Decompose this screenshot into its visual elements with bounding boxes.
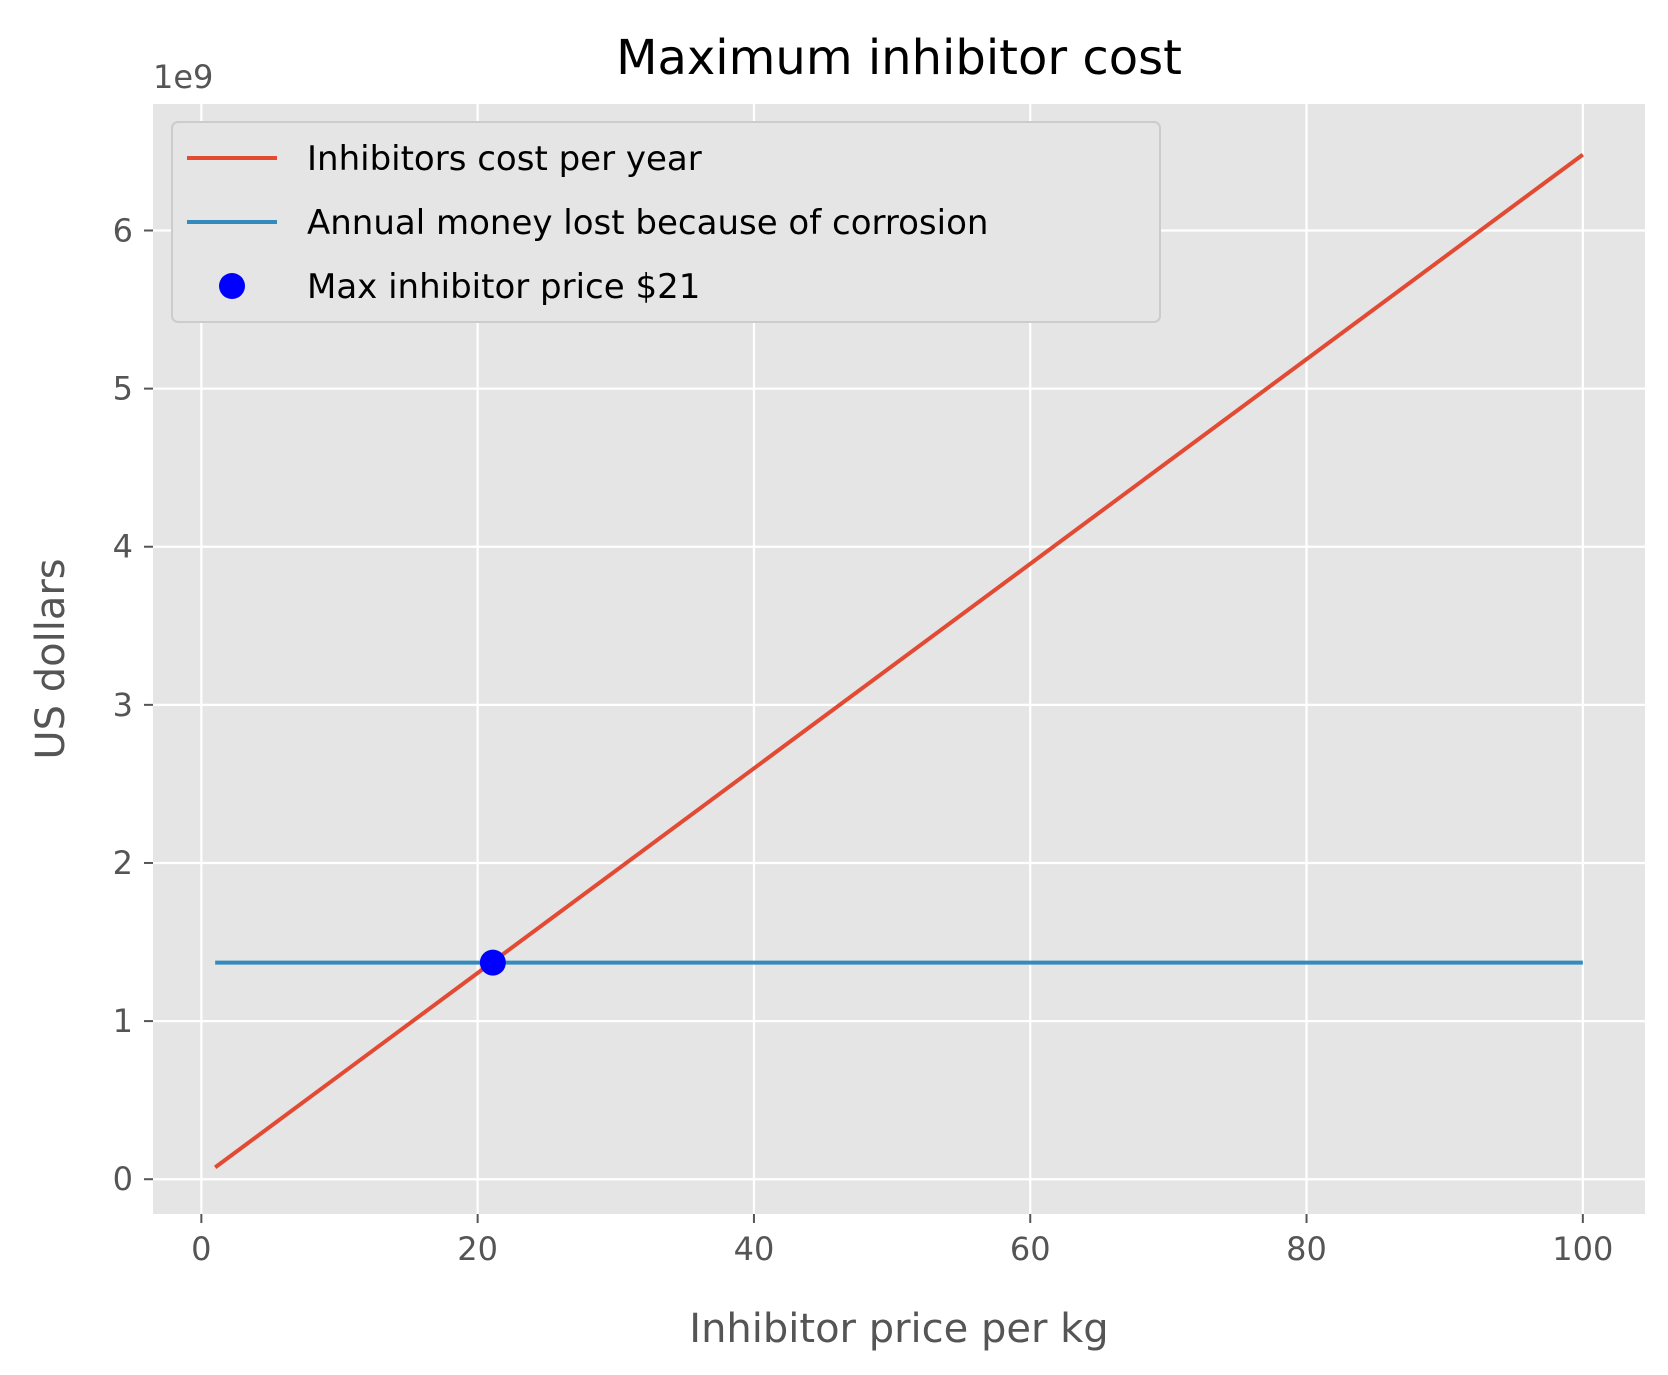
legend-point-marker xyxy=(219,273,245,299)
y-axis-label: US dollars xyxy=(28,558,74,759)
y-tick-label: 0 xyxy=(113,1160,133,1198)
y-axis-offset-label: 1e9 xyxy=(153,58,213,96)
axis-ticks: 0 20 40 60 80 100 0 1 2 3 4 5 6 xyxy=(113,211,1614,1268)
x-tick-label: 20 xyxy=(457,1230,498,1268)
legend: Inhibitors cost per year Annual money los… xyxy=(171,121,1161,323)
x-axis-label: Inhibitor price per kg xyxy=(689,1306,1108,1352)
x-tick-label: 100 xyxy=(1552,1230,1613,1268)
data-point xyxy=(479,949,506,976)
legend-entry-label: Annual money lost because of corrosion xyxy=(307,203,988,243)
legend-entry-label: Max inhibitor price $21 xyxy=(307,267,700,307)
y-tick-label: 3 xyxy=(113,686,133,724)
y-tick-label: 4 xyxy=(113,528,133,566)
x-tick-label: 80 xyxy=(1286,1230,1327,1268)
x-tick-label: 60 xyxy=(1010,1230,1051,1268)
y-tick-label: 1 xyxy=(113,1002,133,1040)
x-tick-label: 0 xyxy=(191,1230,211,1268)
legend-entry-label: Inhibitors cost per year xyxy=(307,139,702,179)
data-series xyxy=(213,152,1585,1169)
y-tick-label: 6 xyxy=(113,211,133,249)
y-tick-label: 2 xyxy=(113,844,133,882)
chart-title: Maximum inhibitor cost xyxy=(616,30,1182,86)
x-tick-label: 40 xyxy=(734,1230,775,1268)
series-line-0 xyxy=(213,152,1585,1169)
y-tick-label: 5 xyxy=(113,370,133,408)
legend-box xyxy=(171,121,1161,323)
